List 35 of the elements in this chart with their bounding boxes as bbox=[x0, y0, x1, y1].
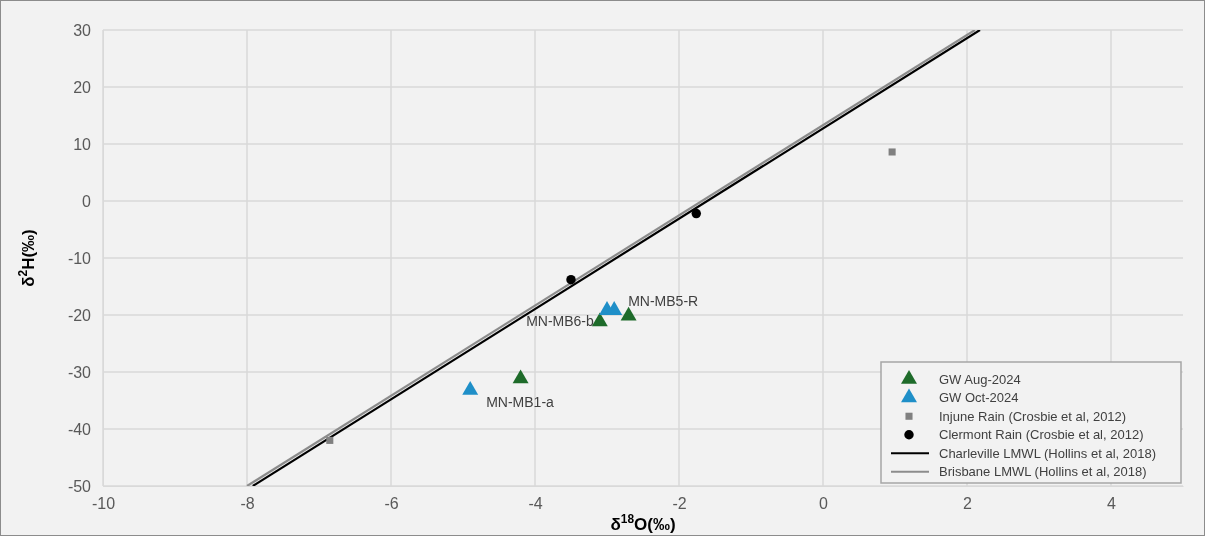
y-tick-label: 0 bbox=[82, 192, 92, 210]
point bbox=[462, 380, 479, 395]
x-tick-label: -10 bbox=[91, 495, 116, 513]
annotation: MN-MB5-R bbox=[628, 293, 699, 310]
legend-label: Brisbane LMWL (Hollins et al, 2018) bbox=[939, 464, 1147, 480]
annotation: MN-MB1-a bbox=[486, 394, 555, 411]
y-tick-label: -20 bbox=[67, 306, 92, 324]
legend-label: Charleville LMWL (Hollins et al, 2018) bbox=[939, 445, 1156, 461]
y-tick-label: 20 bbox=[73, 78, 92, 96]
legend-label: GW Aug-2024 bbox=[939, 371, 1021, 387]
x-tick-label: 0 bbox=[819, 495, 829, 513]
point bbox=[888, 148, 896, 156]
point bbox=[591, 312, 608, 327]
point bbox=[326, 436, 334, 444]
y-tick-label: -10 bbox=[67, 249, 92, 267]
y-tick-label: -40 bbox=[67, 420, 92, 438]
x-tick-label: -6 bbox=[384, 495, 399, 513]
x-axis-title: δ$^{18}$O(‰) bbox=[610, 512, 676, 534]
x-tick-label: 2 bbox=[963, 495, 973, 513]
point bbox=[620, 306, 637, 321]
legend-label: Injune Rain (Crosbie et al, 2012) bbox=[939, 408, 1127, 424]
x-tick-label: -2 bbox=[672, 495, 687, 513]
x-tick-label: -4 bbox=[528, 495, 543, 513]
x-tick-label: -8 bbox=[240, 495, 255, 513]
y-tick-label: -30 bbox=[67, 363, 92, 381]
legend-label: Clermont Rain (Crosbie et al, 2012) bbox=[939, 427, 1144, 443]
y-tick-label: 10 bbox=[73, 135, 92, 153]
point bbox=[691, 208, 701, 219]
point bbox=[512, 369, 529, 384]
x-tick-label: 4 bbox=[1107, 495, 1117, 513]
point bbox=[566, 274, 576, 285]
y-tick-label: -50 bbox=[67, 477, 92, 495]
legend-label: GW Oct-2024 bbox=[939, 390, 1019, 406]
annotation: MN-MB6-b bbox=[526, 312, 595, 329]
y-tick-label: 30 bbox=[73, 21, 92, 39]
